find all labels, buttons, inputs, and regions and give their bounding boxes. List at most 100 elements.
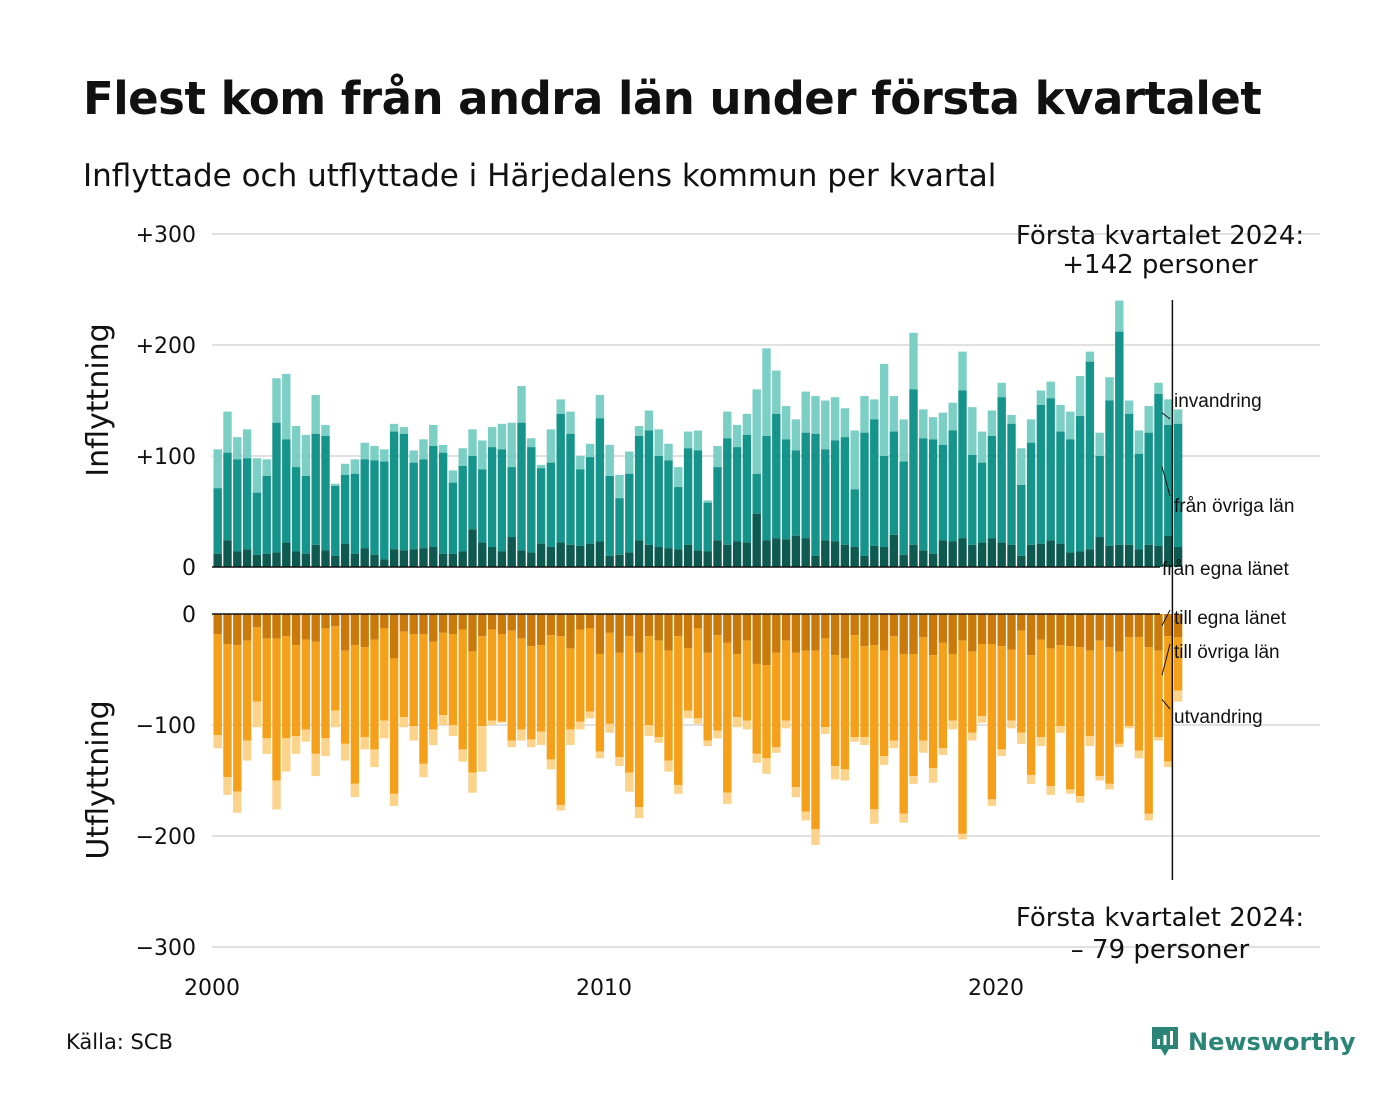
bar-in-invandring <box>389 423 399 432</box>
bar-out-ovriga-lan <box>987 643 997 800</box>
bar-out-ovriga-lan <box>311 641 320 754</box>
bar-in-ovriga-lan <box>958 390 967 539</box>
bar-out-ovriga-lan <box>409 633 418 727</box>
bar-out-egna-lanet <box>723 614 732 643</box>
bar-out-utvandring <box>723 792 732 804</box>
bar-out-ovriga-lan <box>497 633 507 722</box>
bar-in-invandring <box>507 422 516 468</box>
bar-out-utvandring <box>419 763 428 778</box>
bar-in-ovriga-lan <box>634 436 644 541</box>
bar-in-invandring <box>399 427 409 434</box>
bar-in-egna-lanet <box>703 551 712 567</box>
bar-in-egna-lanet <box>389 549 399 567</box>
leader-line <box>1161 412 1171 420</box>
bar-in-egna-lanet <box>762 540 771 567</box>
bar-in-egna-lanet <box>409 549 418 567</box>
bar-out-utvandring <box>252 701 262 728</box>
bar-out-utvandring <box>1085 736 1095 747</box>
bar-out-egna-lanet <box>321 614 330 629</box>
bar-out-ovriga-lan <box>625 636 634 773</box>
bar-in-invandring <box>419 439 428 460</box>
bar-in-ovriga-lan <box>389 431 399 550</box>
bar-out-utvandring <box>674 784 683 794</box>
bar-out-ovriga-lan <box>1036 639 1046 738</box>
bar-out-egna-lanet <box>987 614 997 644</box>
bar-in-invandring <box>458 448 467 466</box>
bar-in-ovriga-lan <box>438 452 448 554</box>
bar-out-egna-lanet <box>928 614 938 656</box>
bar-in-egna-lanet <box>742 542 752 567</box>
bar-out-utvandring <box>762 758 771 774</box>
bar-out-egna-lanet <box>1075 614 1085 648</box>
annotation-text: +142 personer <box>1062 250 1258 280</box>
bar-in-invandring <box>213 449 222 489</box>
bar-in-invandring <box>752 389 761 474</box>
leader-line <box>1161 699 1171 710</box>
bar-in-egna-lanet <box>1026 544 1036 567</box>
bar-out-egna-lanet <box>997 614 1006 647</box>
bar-out-utvandring <box>448 725 458 737</box>
bar-in-invandring <box>1124 400 1134 414</box>
series-label-out: till egna länet <box>1174 608 1287 629</box>
bar-in-egna-lanet <box>674 549 683 567</box>
bar-out-egna-lanet <box>703 614 712 653</box>
bar-out-utvandring <box>1046 786 1055 795</box>
bar-in-egna-lanet <box>1046 540 1055 567</box>
bar-in-ovriga-lan <box>487 447 497 548</box>
bar-in-egna-lanet <box>958 538 967 567</box>
bar-in-egna-lanet <box>879 547 889 567</box>
bar-in-invandring <box>1115 300 1124 332</box>
bar-in-egna-lanet <box>1134 549 1144 567</box>
bar-out-ovriga-lan <box>752 663 761 754</box>
bar-out-ovriga-lan <box>1144 647 1153 814</box>
bar-in-invandring <box>938 412 948 445</box>
bar-in-invandring <box>791 419 801 451</box>
y-tick-label: +300 <box>136 223 196 248</box>
bar-in-invandring <box>928 417 938 440</box>
bar-in-egna-lanet <box>282 542 291 567</box>
bar-in-egna-lanet <box>1085 549 1095 567</box>
bar-in-egna-lanet <box>1144 544 1153 567</box>
bar-in-ovriga-lan <box>605 475 614 556</box>
bar-out-egna-lanet <box>380 614 389 629</box>
bar-out-egna-lanet <box>1007 614 1016 650</box>
bar-in-ovriga-lan <box>928 439 938 554</box>
bar-out-egna-lanet <box>958 614 967 641</box>
bar-out-ovriga-lan <box>1095 640 1104 777</box>
bar-out-ovriga-lan <box>321 628 330 739</box>
bar-out-egna-lanet <box>478 614 487 637</box>
bar-in-ovriga-lan <box>948 430 957 542</box>
bar-in-ovriga-lan <box>458 465 467 552</box>
bar-out-utvandring <box>321 738 330 757</box>
y-tick-label: −100 <box>136 714 196 739</box>
bar-in-ovriga-lan <box>732 447 742 542</box>
bar-out-utvandring <box>576 721 585 730</box>
bar-out-egna-lanet <box>536 614 546 646</box>
bar-out-egna-lanet <box>419 614 428 634</box>
bar-out-egna-lanet <box>242 614 252 641</box>
bar-out-utvandring <box>1154 737 1163 741</box>
bar-in-invandring <box>1095 432 1104 456</box>
bar-in-egna-lanet <box>429 547 438 567</box>
bar-out-ovriga-lan <box>1085 650 1095 737</box>
bar-out-utvandring <box>605 723 614 733</box>
bar-out-utvandring <box>507 740 516 748</box>
bar-in-egna-lanet <box>1075 551 1085 567</box>
bar-in-invandring <box>742 413 752 435</box>
bar-in-egna-lanet <box>350 553 360 567</box>
bar-in-ovriga-lan <box>752 473 761 514</box>
bar-in-ovriga-lan <box>1173 423 1183 548</box>
bar-out-egna-lanet <box>1105 614 1114 648</box>
bar-out-ovriga-lan <box>860 646 869 738</box>
bar-out-ovriga-lan <box>732 653 742 718</box>
bar-out-egna-lanet <box>938 614 948 643</box>
bar-out-utvandring <box>429 729 438 745</box>
bar-in-invandring <box>1173 409 1183 424</box>
bar-in-ovriga-lan <box>781 439 791 540</box>
bar-out-egna-lanet <box>791 614 801 653</box>
bar-out-egna-lanet <box>223 614 232 644</box>
bar-out-ovriga-lan <box>360 647 369 738</box>
bar-out-utvandring <box>517 729 526 741</box>
bar-out-utvandring <box>595 751 605 759</box>
